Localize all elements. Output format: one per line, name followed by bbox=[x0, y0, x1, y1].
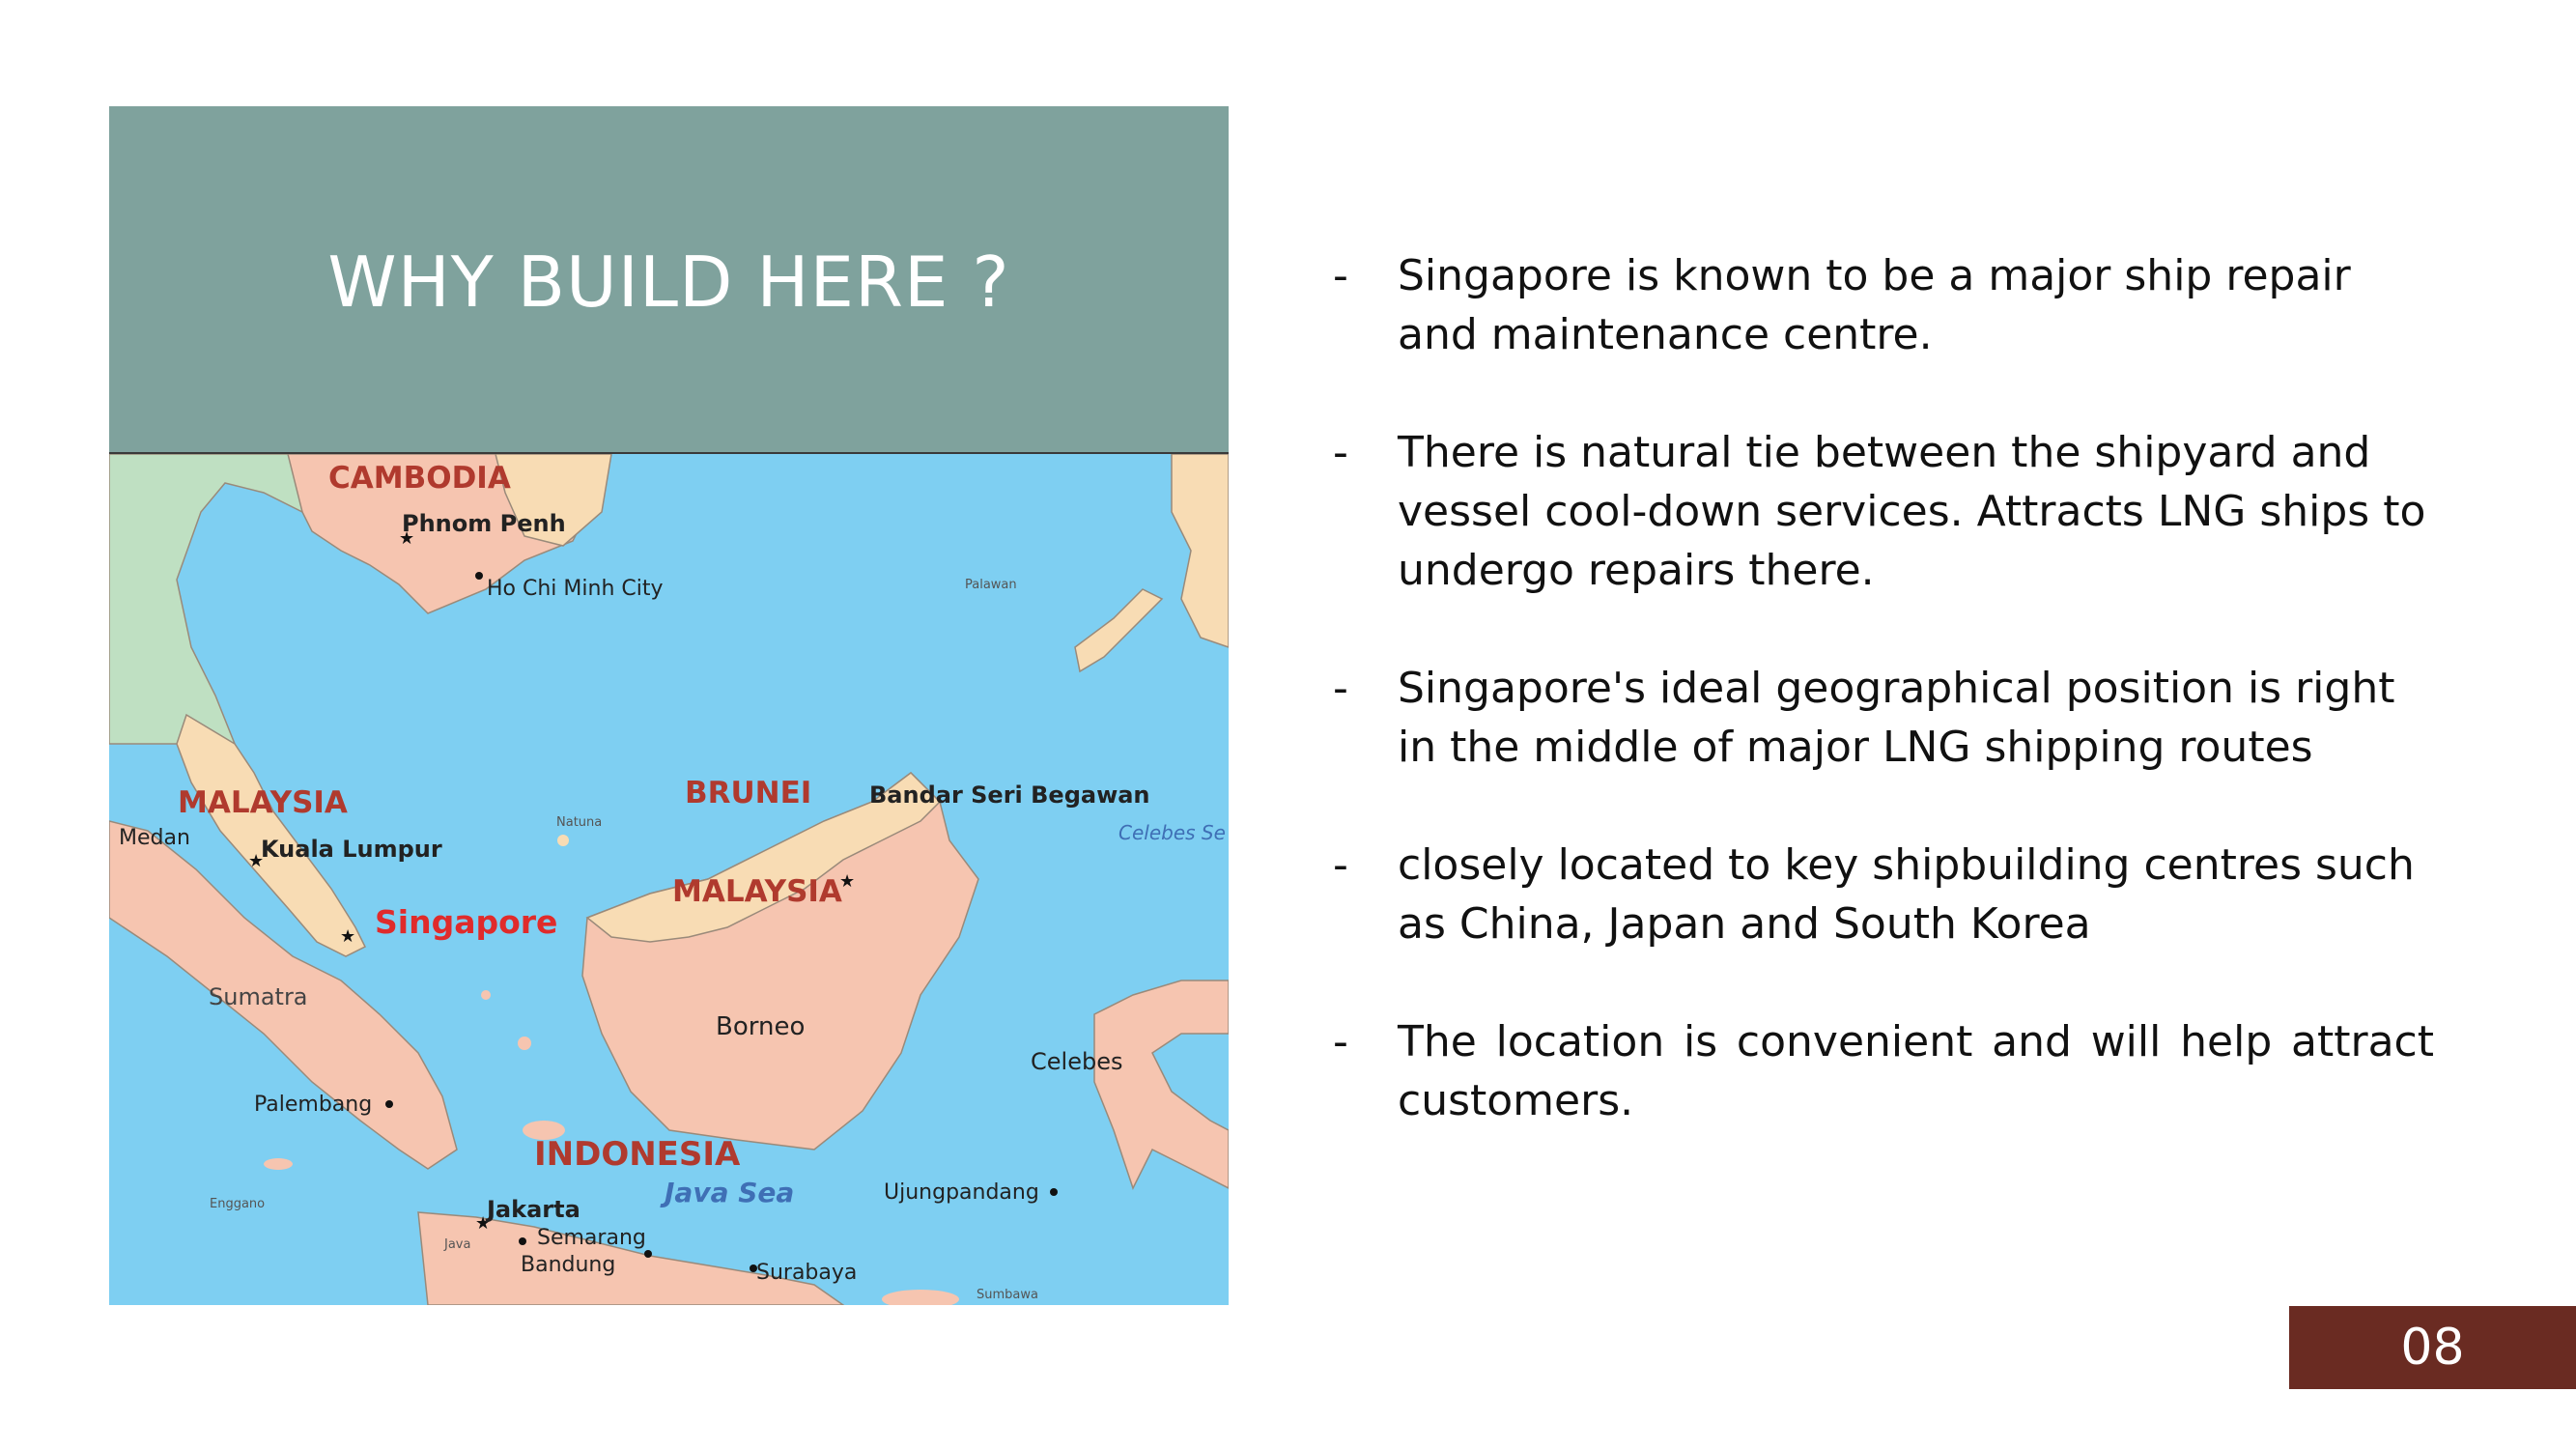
page-number: 08 bbox=[2400, 1319, 2465, 1377]
title-banner: WHY BUILD HERE ? bbox=[109, 106, 1229, 454]
map-label-singapore: Singapore bbox=[375, 903, 557, 941]
bullet-dash: - bbox=[1333, 428, 1348, 477]
laos-vietnam-north-land bbox=[495, 454, 612, 547]
bullet-list: - Singapore is known to be a major ship … bbox=[1333, 246, 2434, 1189]
small-island bbox=[481, 990, 491, 1000]
map-label-jakarta: Jakarta bbox=[485, 1196, 580, 1223]
bullet-text: Singapore is known to be a major ship re… bbox=[1398, 251, 2351, 359]
map-label-cambodia: CAMBODIA bbox=[328, 461, 511, 496]
map-label-java-sea: Java Sea bbox=[660, 1177, 794, 1208]
bullet-text: The location is convenient and will help… bbox=[1398, 1017, 2434, 1125]
bullet-dash: - bbox=[1333, 1017, 1348, 1066]
singapore-marker: ★ bbox=[340, 926, 355, 946]
bandar-seri-begawan-marker: ★ bbox=[839, 871, 855, 891]
southeast-asia-map: ★ ★ ★ ★ ★ CAMBODIA Phnom Penh Ho Chi Min… bbox=[109, 454, 1229, 1305]
phnom-penh-marker: ★ bbox=[399, 528, 414, 548]
bullet-item: - The location is convenient and will he… bbox=[1333, 1012, 2434, 1130]
map-label-malaysia-east: MALAYSIA bbox=[672, 874, 842, 909]
enggano-island bbox=[264, 1158, 293, 1170]
map-label-bandung: Bandung bbox=[521, 1253, 615, 1277]
bandung-marker bbox=[519, 1237, 526, 1245]
map-label-enggano: Enggano bbox=[210, 1197, 265, 1211]
celebes-land bbox=[1093, 980, 1229, 1190]
slide-title: WHY BUILD HERE ? bbox=[327, 242, 1010, 323]
sumbawa-island bbox=[882, 1290, 959, 1305]
bullet-text: Singapore's ideal geographical position … bbox=[1398, 664, 2395, 772]
philippines-land bbox=[1171, 454, 1229, 648]
bullet-dash: - bbox=[1333, 251, 1348, 300]
bullet-item: - closely located to key shipbuilding ce… bbox=[1333, 836, 2434, 953]
map-label-java: Java bbox=[443, 1237, 470, 1252]
map-label-ujungpandang: Ujungpandang bbox=[884, 1180, 1039, 1205]
malay-peninsula-land bbox=[176, 713, 367, 957]
surabaya-marker bbox=[750, 1264, 757, 1272]
palawan-land bbox=[1074, 588, 1164, 673]
semarang-marker bbox=[644, 1250, 652, 1258]
east-malaysia-land bbox=[585, 772, 942, 943]
map-label-palembang: Palembang bbox=[254, 1093, 372, 1117]
small-island bbox=[518, 1037, 531, 1050]
bullet-dash: - bbox=[1333, 664, 1348, 713]
map-label-celebes-sea: Celebes Se bbox=[1118, 821, 1226, 844]
sumatra-land bbox=[109, 820, 458, 1170]
map-label-indonesia: INDONESIA bbox=[534, 1135, 741, 1174]
kuala-lumpur-marker: ★ bbox=[248, 851, 264, 870]
page-number-badge: 08 bbox=[2289, 1306, 2576, 1389]
map-label-ho-chi-minh: Ho Chi Minh City bbox=[487, 577, 664, 601]
map-label-medan: Medan bbox=[119, 826, 190, 850]
jakarta-marker: ★ bbox=[475, 1213, 491, 1233]
map-graphic: ★ ★ ★ ★ ★ CAMBODIA Phnom Penh Ho Chi Min… bbox=[109, 454, 1229, 1305]
java-land bbox=[417, 1211, 845, 1305]
ho-chi-minh-marker bbox=[475, 572, 483, 580]
map-label-bandar-seri-begawan: Bandar Seri Begawan bbox=[869, 781, 1150, 809]
map-label-sumatra: Sumatra bbox=[209, 983, 308, 1010]
bullet-item: - There is natural tie between the shipy… bbox=[1333, 423, 2434, 600]
bullet-dash: - bbox=[1333, 840, 1348, 890]
map-label-sumbawa: Sumbawa bbox=[977, 1288, 1038, 1302]
map-label-natuna: Natuna bbox=[556, 815, 602, 830]
map-label-semarang: Semarang bbox=[537, 1226, 646, 1250]
map-label-celebes: Celebes bbox=[1031, 1048, 1122, 1075]
map-label-phnom-penh: Phnom Penh bbox=[402, 510, 566, 537]
bullet-text: closely located to key shipbuilding cent… bbox=[1398, 840, 2415, 949]
map-label-borneo: Borneo bbox=[716, 1012, 805, 1041]
palembang-marker bbox=[385, 1100, 393, 1108]
map-label-brunei: BRUNEI bbox=[685, 776, 811, 810]
small-island bbox=[523, 1121, 565, 1140]
map-label-palawan: Palawan bbox=[965, 578, 1017, 592]
bullet-text: There is natural tie between the shipyar… bbox=[1398, 428, 2426, 595]
map-label-surabaya: Surabaya bbox=[756, 1261, 857, 1285]
ujungpandang-marker bbox=[1050, 1188, 1058, 1196]
bullet-item: - Singapore's ideal geographical positio… bbox=[1333, 659, 2434, 777]
map-label-kuala-lumpur: Kuala Lumpur bbox=[261, 836, 442, 863]
map-label-malaysia-west: MALAYSIA bbox=[178, 785, 348, 820]
bullet-item: - Singapore is known to be a major ship … bbox=[1333, 246, 2434, 364]
natuna-island bbox=[557, 835, 569, 846]
